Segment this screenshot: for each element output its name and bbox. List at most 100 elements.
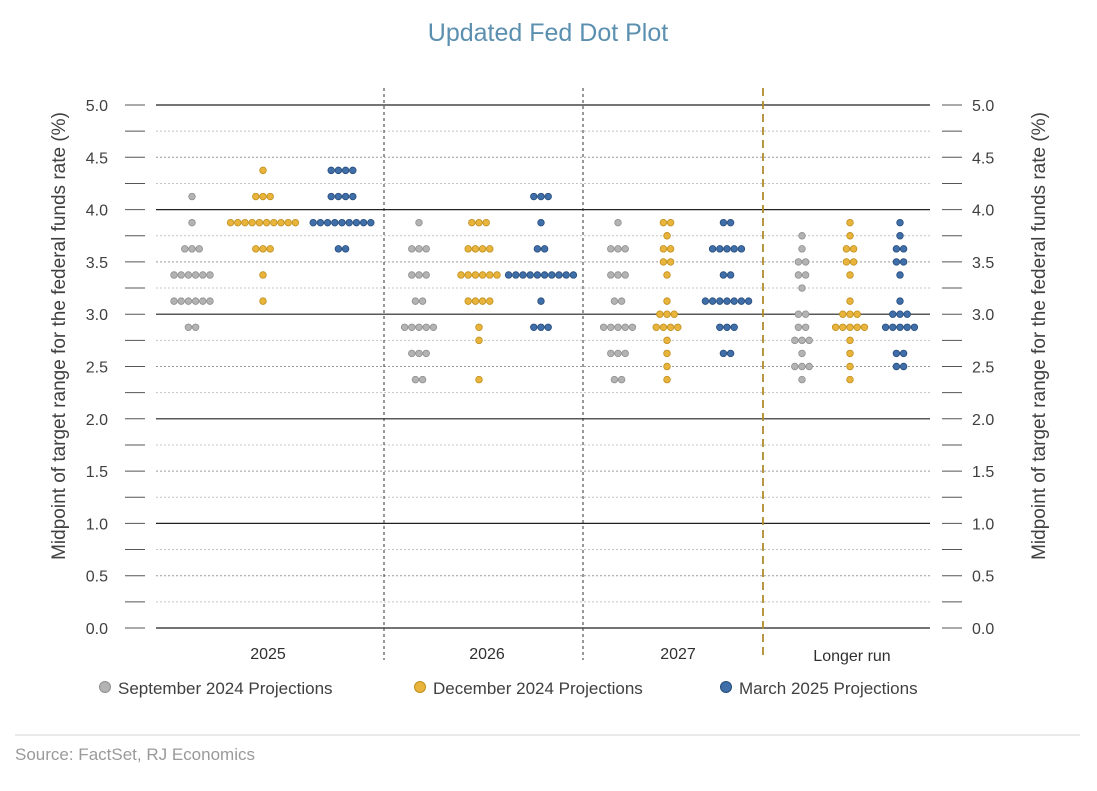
projection-dot: [892, 349, 901, 358]
projection-dot: [471, 271, 480, 279]
projection-dot: [188, 245, 196, 253]
projection-dot: [544, 323, 552, 331]
projection-dot: [352, 218, 361, 227]
y-axis-title-left: Midpoint of target range for the federal…: [49, 112, 70, 560]
projection-dot: [349, 192, 357, 201]
projection-dot: [659, 323, 668, 331]
projection-dot: [291, 218, 300, 227]
projection-dot: [842, 245, 851, 253]
projection-dot: [255, 218, 264, 227]
projection-dot: [184, 271, 193, 279]
projection-dot: [610, 375, 619, 384]
projection-dot: [334, 166, 343, 175]
projection-dot: [607, 271, 615, 279]
projection-dot: [471, 297, 480, 305]
projection-dot: [723, 323, 731, 331]
projection-dot: [226, 218, 235, 227]
projection-dot: [562, 271, 570, 279]
projection-dot: [530, 192, 538, 201]
projection-dot: [334, 192, 343, 201]
projection-dot: [334, 245, 343, 253]
left-tick-label: 3.0: [86, 307, 108, 324]
projection-dot: [798, 232, 806, 240]
gridlines: [156, 104, 930, 629]
projection-dot: [327, 166, 335, 175]
projection-dot: [537, 218, 545, 227]
projection-dot: [262, 218, 271, 227]
projection-dot: [791, 362, 799, 371]
projection-dot: [349, 166, 357, 175]
projection-dot: [628, 323, 637, 331]
projection-dot: [259, 166, 267, 175]
projection-dot: [666, 258, 675, 266]
projection-dot: [798, 349, 806, 358]
projection-dot: [519, 271, 527, 279]
projection-dot: [266, 245, 274, 253]
projection-dot: [408, 271, 416, 279]
projection-dot: [548, 271, 556, 279]
projection-dot: [184, 323, 193, 331]
projection-dot: [475, 336, 483, 345]
projection-dot: [614, 349, 622, 358]
projection-dot: [408, 323, 416, 331]
projection-dot: [327, 192, 335, 201]
right-tick-label: 2.5: [972, 360, 994, 377]
projection-dot: [468, 218, 476, 227]
projection-dot: [248, 218, 256, 227]
projection-dot: [530, 323, 538, 331]
projection-dot: [846, 349, 854, 358]
projection-dot: [533, 271, 542, 279]
projection-dot: [493, 271, 501, 279]
projection-dot: [270, 218, 278, 227]
projection-dot: [730, 245, 738, 253]
projection-dot: [892, 245, 901, 253]
projection-dot: [464, 245, 472, 253]
projection-dot: [805, 362, 813, 371]
projection-dot: [170, 271, 178, 279]
category-label: 2025: [250, 646, 286, 663]
projection-dot: [801, 323, 810, 331]
projection-dot: [614, 218, 622, 227]
projection-dots: [170, 166, 919, 384]
projection-dot: [191, 271, 200, 279]
projection-dot: [464, 297, 472, 305]
x-axis-categories: 2025 2026 2027 Longer run: [250, 646, 890, 665]
projection-dot: [607, 349, 615, 358]
projection-dot: [801, 310, 810, 318]
projection-dot: [429, 323, 438, 331]
left-tick-label: 4.0: [86, 203, 108, 220]
projection-dot: [846, 218, 854, 227]
projection-dot: [663, 271, 671, 279]
right-tick-label: 4.0: [972, 203, 994, 220]
right-tick-label: 3.0: [972, 307, 994, 324]
projection-dot: [716, 245, 724, 253]
projection-dot: [607, 323, 615, 331]
right-tick-label: 0.0: [972, 621, 994, 638]
projection-dot: [716, 323, 724, 331]
projection-dot: [464, 271, 472, 279]
projection-dot: [730, 323, 738, 331]
projection-dot: [475, 375, 483, 384]
projection-dot: [842, 258, 851, 266]
projection-dot: [415, 323, 423, 331]
projection-dot: [889, 323, 897, 331]
projection-dot: [663, 232, 671, 240]
projection-dot: [338, 218, 346, 227]
projection-dot: [359, 218, 368, 227]
projection-dot: [798, 375, 806, 384]
projection-dot: [666, 323, 675, 331]
projection-dot: [533, 245, 542, 253]
right-tick-label: 2.0: [972, 412, 994, 429]
projection-dot: [903, 323, 911, 331]
projection-dot: [482, 218, 490, 227]
projection-dot: [422, 349, 430, 358]
projection-dot: [737, 297, 746, 305]
projection-dot: [860, 323, 869, 331]
projection-dot: [486, 245, 494, 253]
projection-dot: [408, 349, 416, 358]
projection-dot: [195, 245, 203, 253]
projection-dot: [798, 336, 806, 345]
projection-dot: [708, 297, 717, 305]
projection-dot: [726, 271, 735, 279]
